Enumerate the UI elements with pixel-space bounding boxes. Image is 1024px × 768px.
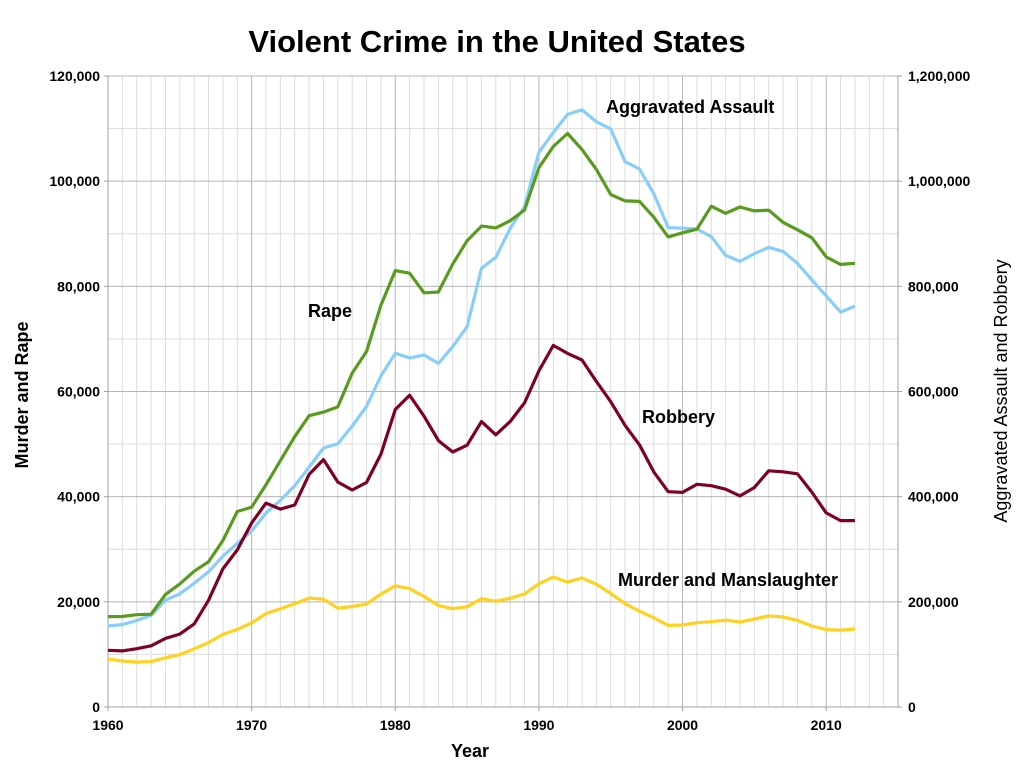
series-line-robbery — [107, 343, 855, 653]
tick-labels: 1960 1970 1980 1990 2000 2010 0 20,000 40,000 60,… — [49, 68, 970, 733]
y-tick-label-right: 1,200,000 — [908, 68, 970, 84]
series-lines — [107, 108, 856, 664]
y-tick-label-right: 0 — [908, 699, 916, 715]
x-axis-label: Year — [451, 741, 489, 761]
series-line-murder-and-manslaughter — [107, 575, 856, 664]
x-tick-label: 2010 — [811, 717, 842, 733]
x-tick-label: 2000 — [667, 717, 698, 733]
y-tick-label-left: 20,000 — [57, 594, 100, 610]
y-tick-label-left: 60,000 — [57, 384, 100, 400]
y-tick-label-right: 800,000 — [908, 278, 959, 294]
y-axis-left-label: Murder and Rape — [12, 321, 32, 468]
y-tick-label-right: 1,000,000 — [908, 173, 970, 189]
y-tick-label-right: 600,000 — [908, 384, 959, 400]
y-tick-label-right: 200,000 — [908, 594, 959, 610]
chart-title: Violent Crime in the United States — [248, 24, 745, 59]
x-tick-label: 1990 — [523, 717, 554, 733]
series-line-aggravated-assault — [107, 108, 856, 628]
axes — [104, 75, 902, 711]
series-line-rape — [107, 131, 856, 619]
x-tick-label: 1960 — [92, 717, 123, 733]
y-tick-label-left: 80,000 — [57, 278, 100, 294]
series-label-aggravated-assault: Aggravated Assault — [606, 97, 774, 117]
y-tick-label-left: 120,000 — [49, 68, 100, 84]
y-axis-right-label: Aggravated Assault and Robbery — [991, 259, 1011, 522]
x-tick-label: 1980 — [380, 717, 411, 733]
y-tick-label-left: 0 — [92, 699, 100, 715]
series-label-rape: Rape — [308, 301, 352, 321]
series-label-robbery: Robbery — [642, 407, 715, 427]
x-tick-label: 1970 — [236, 717, 267, 733]
y-tick-label-left: 40,000 — [57, 489, 100, 505]
series-label-murder-and-manslaughter: Murder and Manslaughter — [618, 570, 838, 590]
y-tick-label-right: 400,000 — [908, 489, 959, 505]
y-tick-label-left: 100,000 — [49, 173, 100, 189]
